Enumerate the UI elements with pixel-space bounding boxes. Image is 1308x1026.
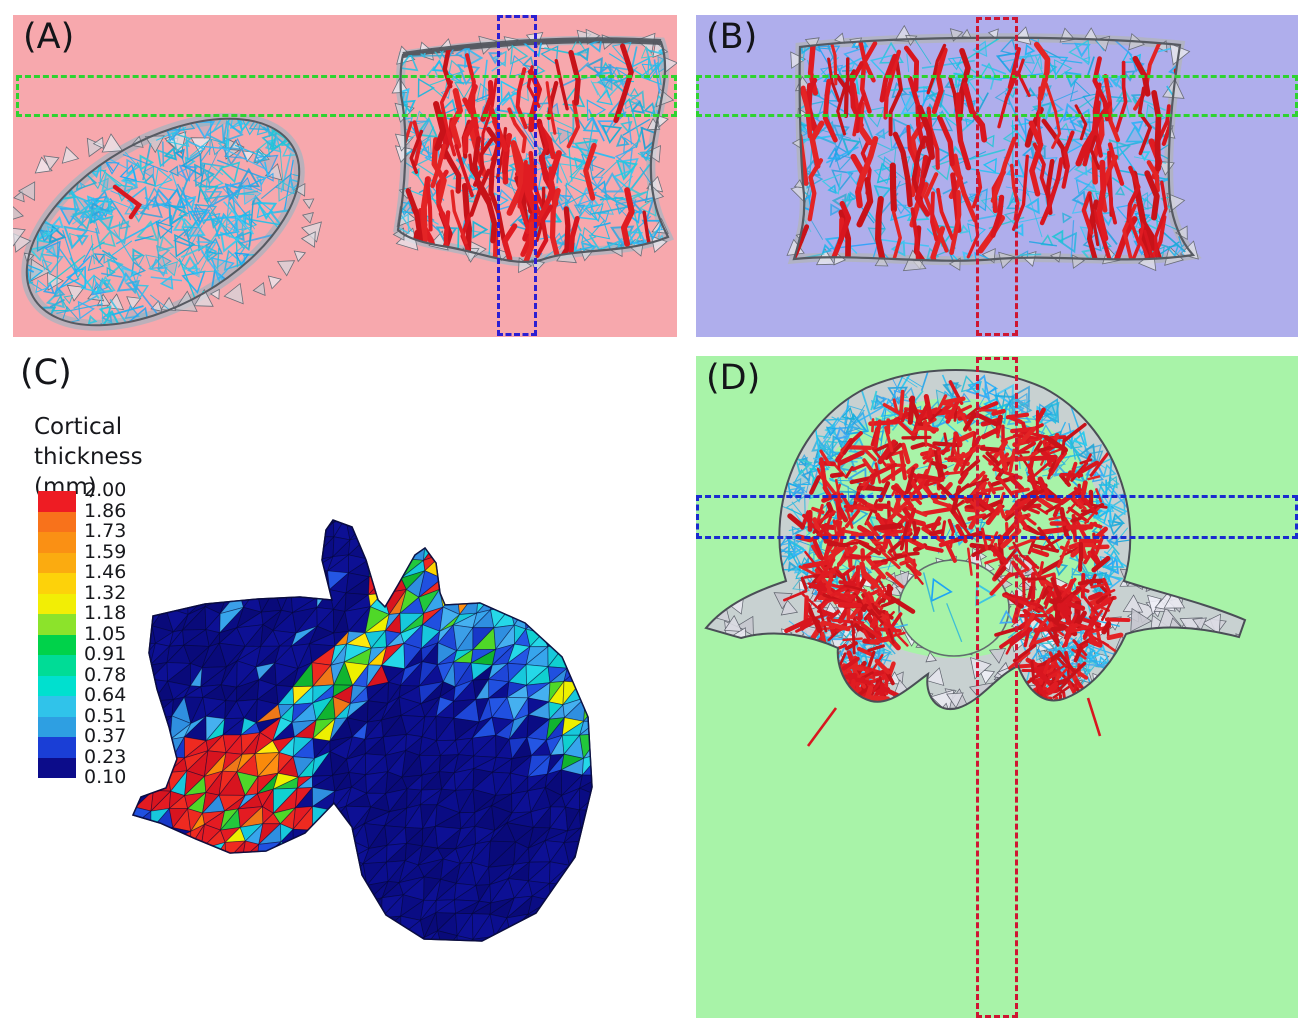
colorbar-value: 0.91 bbox=[84, 643, 127, 665]
colorbar-value: 0.23 bbox=[84, 745, 127, 768]
panel-b-label: (B) bbox=[706, 17, 758, 57]
panel-d-label: (D) bbox=[706, 358, 761, 398]
section-plane-red-d bbox=[976, 357, 1018, 1018]
colorbar-segment bbox=[38, 573, 76, 594]
section-plane-red-b bbox=[976, 17, 1018, 336]
panel-a: (A) bbox=[13, 15, 677, 337]
colorbar-segment bbox=[38, 675, 76, 696]
colorbar-value: 1.18 bbox=[84, 602, 127, 624]
vertebra-sagittal-mesh bbox=[13, 28, 677, 337]
section-plane-blue-d bbox=[696, 495, 1298, 539]
section-plane-green-b bbox=[696, 75, 1298, 117]
colorbar-value: 1.05 bbox=[84, 622, 127, 645]
colorbar-title-line1: Cortical bbox=[34, 414, 123, 440]
colorbar-segment bbox=[38, 696, 76, 717]
colorbar-value: 1.73 bbox=[84, 520, 127, 542]
colorbar-segment bbox=[38, 552, 76, 573]
colorbar-value: 0.37 bbox=[84, 725, 127, 747]
colorbar-segment bbox=[38, 737, 76, 758]
colorbar-title-line2: thickness (mm) bbox=[34, 443, 143, 500]
colorbar-value: 0.64 bbox=[84, 684, 127, 706]
colorbar-segment bbox=[38, 491, 76, 512]
colorbar-title: Cortical thickness (mm) bbox=[34, 413, 143, 503]
colorbar-segment bbox=[38, 716, 76, 737]
section-plane-green-a bbox=[16, 75, 677, 117]
colorbar-segment bbox=[38, 532, 76, 553]
colorbar-value: 2.00 bbox=[84, 479, 127, 501]
colorbar-segment bbox=[38, 593, 76, 614]
colorbar-segment bbox=[38, 634, 76, 655]
colorbar-segment bbox=[38, 511, 76, 532]
colorbar-value: 1.46 bbox=[84, 561, 127, 583]
colorbar-value: 0.51 bbox=[84, 704, 127, 727]
panel-b: (B) bbox=[696, 15, 1298, 337]
colorbar bbox=[38, 491, 76, 778]
colorbar-value: 1.86 bbox=[84, 499, 127, 522]
vertebra-cortical-thickness-mesh bbox=[131, 519, 593, 942]
vertebra-axial-mesh bbox=[704, 369, 1247, 747]
panel-d: (D) bbox=[696, 356, 1298, 1018]
colorbar-segment bbox=[38, 655, 76, 676]
section-plane-blue-a bbox=[497, 15, 537, 336]
colorbar-segment bbox=[38, 757, 76, 778]
colorbar-value: 1.59 bbox=[84, 540, 127, 563]
colorbar-segment bbox=[38, 614, 76, 635]
colorbar-wrap: 2.00 1.86 1.73 1.59 1.46 1.32 1.18 1.05 0.91 0.78… bbox=[38, 481, 178, 801]
panel-c: (C) Cortical thickness (mm) 2.00 1.86 1.73 1… bbox=[0, 345, 694, 1026]
colorbar-value: 0.10 bbox=[84, 766, 127, 788]
colorbar-value: 1.32 bbox=[84, 581, 127, 604]
panel-c-label: (C) bbox=[20, 353, 72, 393]
panel-a-label: (A) bbox=[23, 17, 75, 57]
colorbar-value: 0.78 bbox=[84, 663, 127, 686]
